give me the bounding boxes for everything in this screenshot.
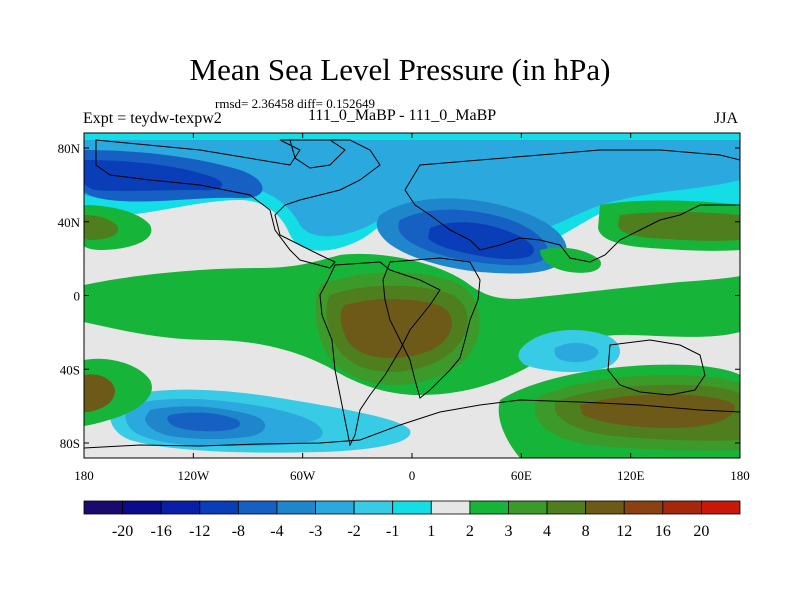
coastline-africa	[382, 257, 481, 399]
y-tick-label: 80N	[58, 141, 81, 156]
colorbar-swatch	[160, 500, 201, 515]
field-ne-pacific-core	[618, 211, 740, 241]
field-north-atlantic-green	[540, 247, 601, 273]
x-tick-label: 60E	[511, 468, 532, 483]
coastlines	[84, 139, 740, 449]
colorbar-label: 1	[427, 523, 435, 540]
field-north-pacific-core	[84, 160, 223, 191]
field-asia-low-core	[428, 222, 534, 260]
colorbar-label: 20	[693, 523, 709, 540]
colorbar-swatch	[199, 500, 239, 515]
colorbar-label: -3	[309, 523, 322, 540]
colorbar-swatch	[392, 500, 432, 515]
colorbar-swatch	[276, 500, 316, 515]
colorbar-swatch	[662, 500, 702, 515]
x-tick-label: 180	[74, 468, 94, 483]
x-tick-label: 180	[730, 468, 750, 483]
colorbar-swatch	[122, 500, 162, 515]
colorbar-swatch	[315, 500, 355, 515]
coastline-australia	[607, 339, 706, 396]
stats-label: rmsd= 2.36458 diff= 0.152649	[215, 96, 375, 111]
colorbar-swatch	[701, 500, 741, 515]
y-tick-label: 40S	[60, 362, 80, 377]
coastline-eurasia	[404, 149, 740, 263]
x-tick-label: 60W	[290, 468, 316, 483]
colorbar-swatch	[469, 500, 509, 515]
colorbar-label: -1	[386, 523, 399, 540]
colorbar-label: -12	[189, 523, 210, 540]
colorbar-swatch	[508, 500, 548, 515]
colorbar-label: 2	[466, 523, 474, 540]
field-south-indian-core	[554, 342, 599, 362]
colorbar-label: -4	[270, 523, 283, 540]
colorbar-swatch	[353, 500, 394, 515]
field-australia-core	[580, 394, 735, 428]
colorbar-label: 3	[504, 523, 512, 540]
colorbar-label: -20	[112, 523, 133, 540]
colorbar-swatch	[430, 500, 471, 515]
field-south-pacific-deep	[167, 412, 240, 432]
experiment-label: Expt = teydw-texpw2	[83, 110, 222, 127]
coastline-antarctica	[84, 399, 740, 449]
colorbar-swatch	[585, 500, 625, 515]
field-sw-pacific-core	[84, 374, 115, 412]
x-tick-label: 120W	[177, 468, 210, 483]
field-sw-pacific-green	[84, 358, 152, 426]
colorbar-swatch	[83, 500, 123, 515]
field-south-atlantic-core	[340, 299, 452, 358]
y-tick-label: 80S	[60, 436, 80, 451]
colorbar-label: -16	[151, 523, 172, 540]
colorbar-label: 12	[616, 523, 632, 540]
colorbar-label: -8	[232, 523, 245, 540]
colorbar: -20 -16 -12 -8 -4 -3 -2 -1 1 2 3 4 8 12 16 20	[83, 500, 741, 540]
axes: 180 120W 60W 0 60E 120E 180 80N 40N 0 40S 80S	[58, 133, 750, 483]
y-tick-label: 0	[74, 289, 81, 304]
coastline-north-america	[95, 139, 381, 269]
colorbar-label: 4	[543, 523, 551, 540]
y-tick-label: 40N	[58, 215, 81, 230]
coastline-greenland	[289, 139, 346, 169]
colorbar-label: 8	[582, 523, 590, 540]
colorbar-swatch	[623, 500, 664, 515]
x-tick-label: 0	[409, 468, 416, 483]
case-label: 111_0_MaBP - 111_0_MaBP	[308, 107, 497, 124]
colorbar-label: 16	[655, 523, 671, 540]
colorbar-swatch	[546, 500, 587, 515]
season-label: JJA	[714, 110, 739, 127]
chart-title: Mean Sea Level Pressure (in hPa)	[189, 52, 611, 87]
colorbar-swatch	[237, 500, 278, 515]
map-field	[84, 133, 740, 458]
coastline-south-america	[319, 261, 441, 447]
colorbar-label: -2	[347, 523, 360, 540]
field-nw-pacific-core	[84, 215, 119, 240]
field-arctic-core	[84, 140, 740, 237]
x-tick-label: 120E	[617, 468, 645, 483]
